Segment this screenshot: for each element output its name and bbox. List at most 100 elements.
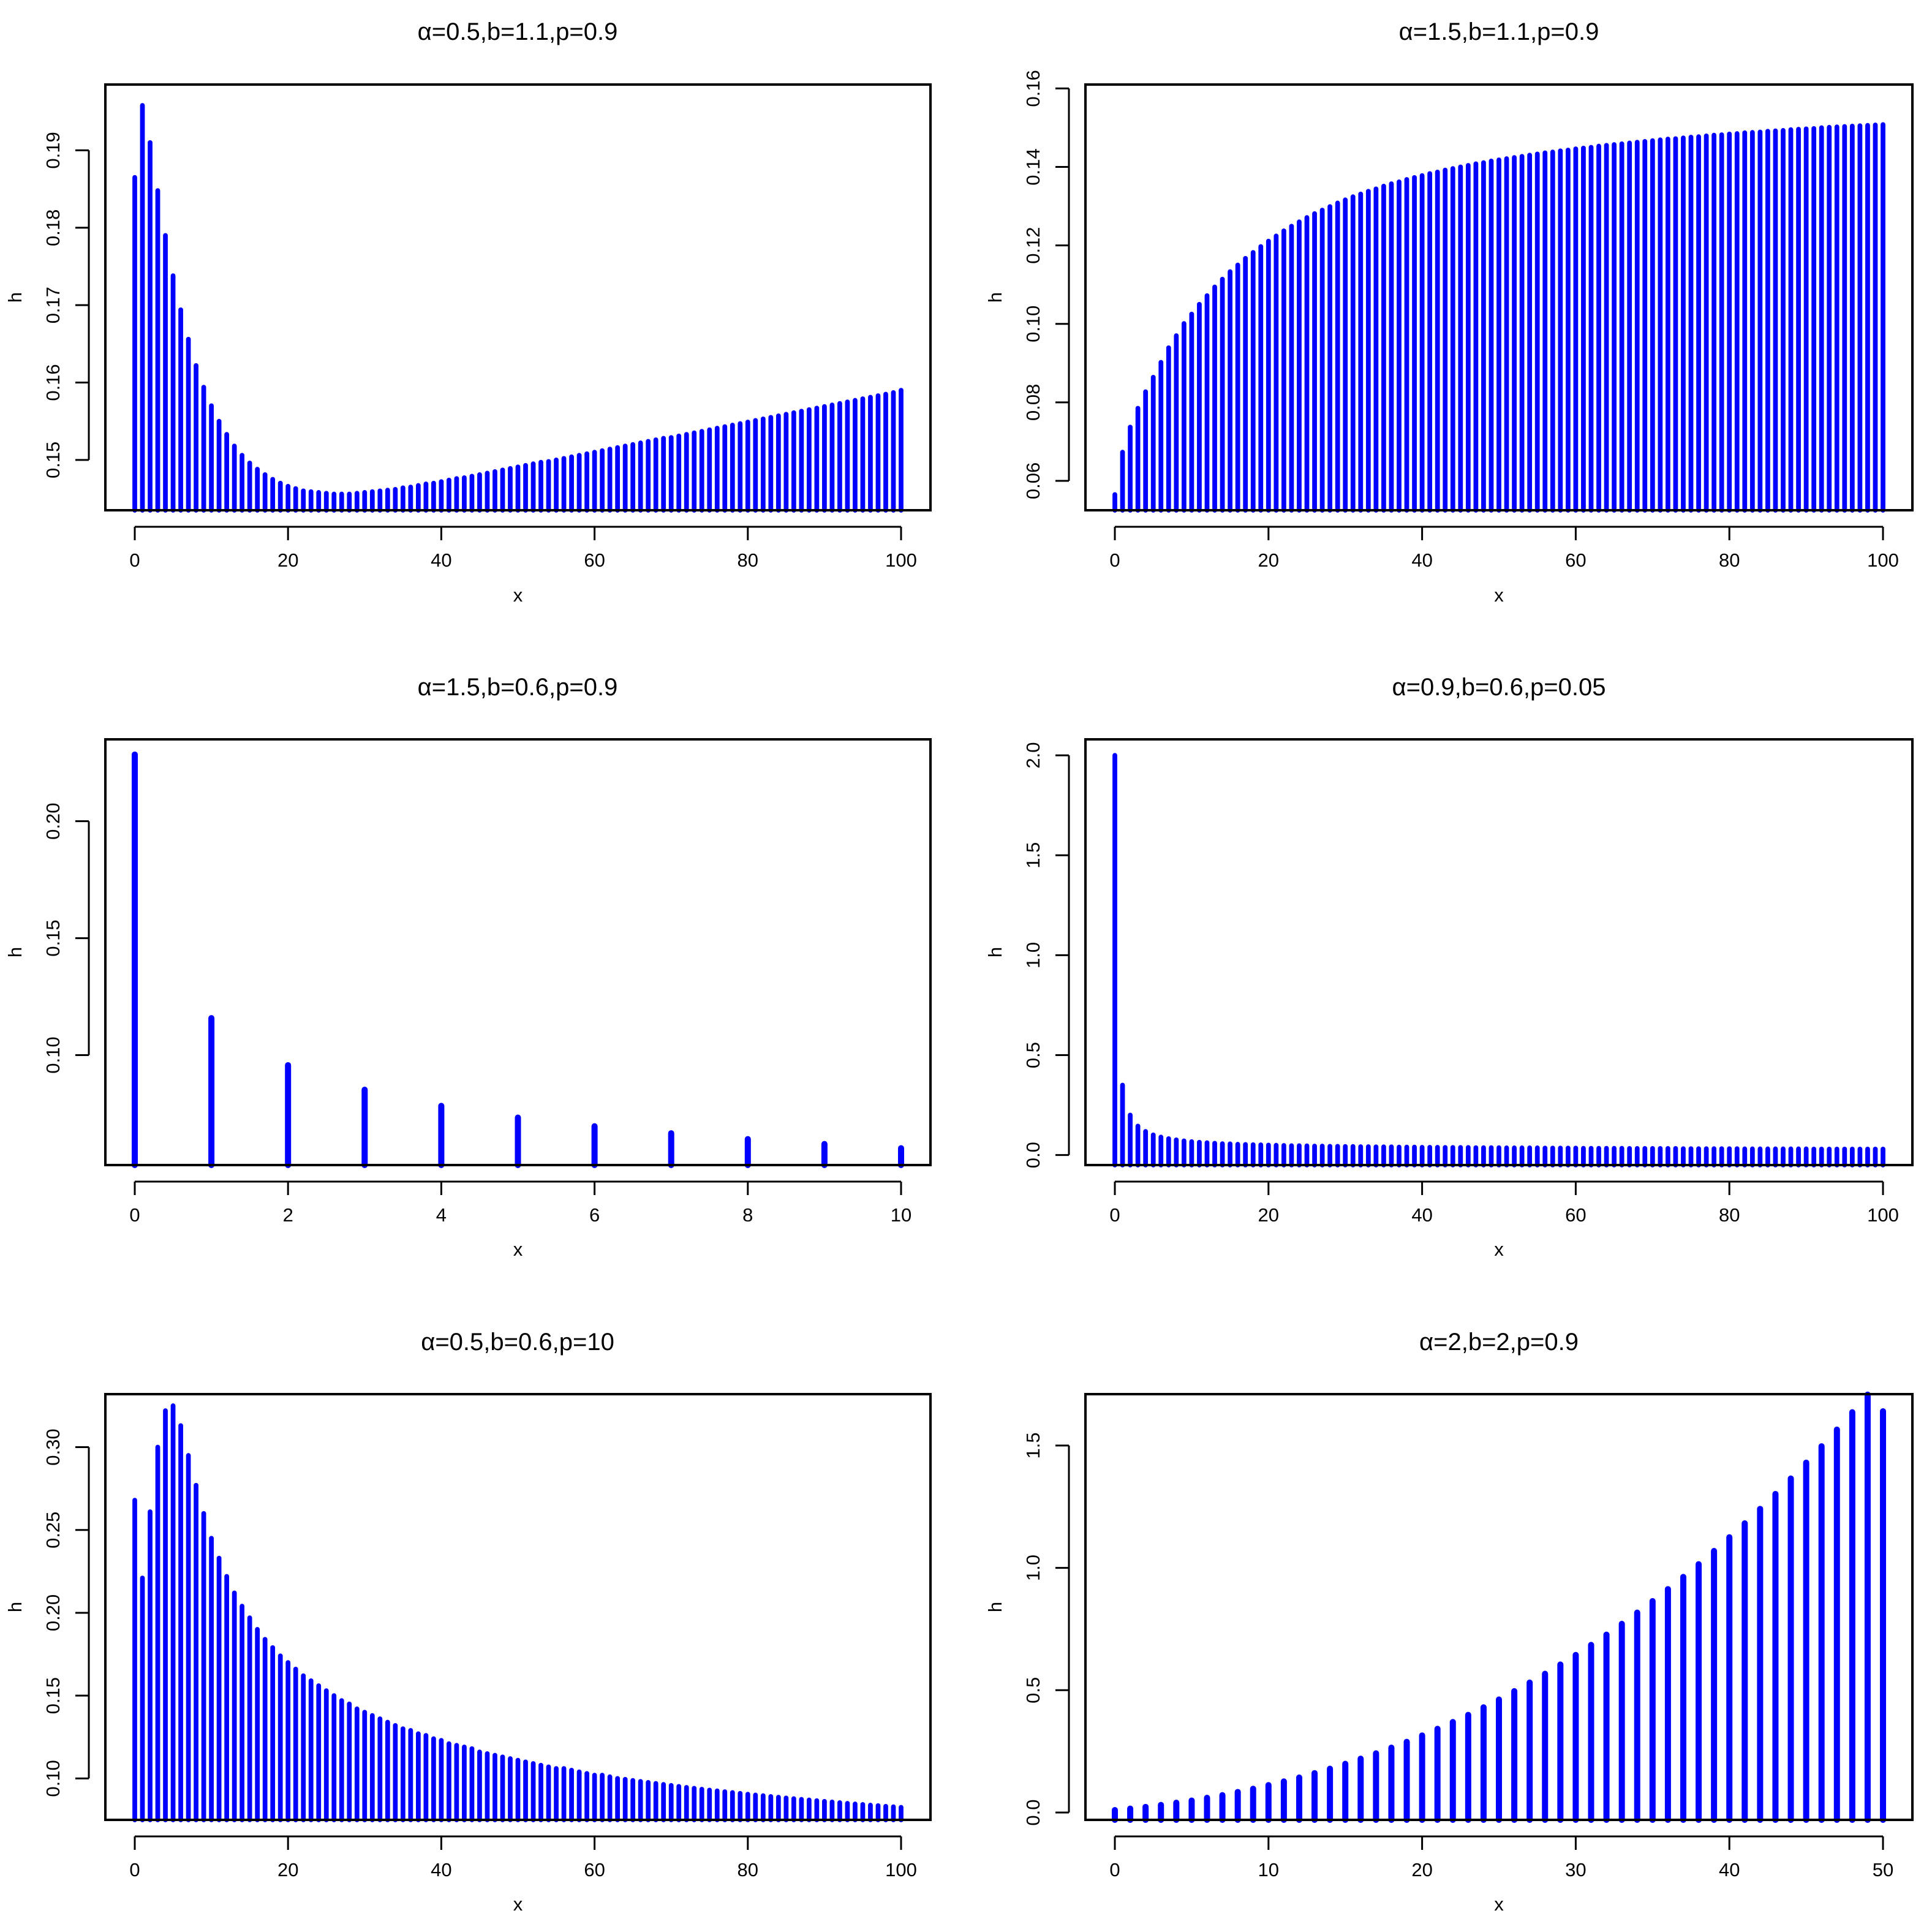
x-tick-label: 0	[129, 549, 140, 571]
y-tick-label: 0.30	[42, 1428, 64, 1465]
y-tick-label: 0.06	[1022, 462, 1044, 499]
chart-title: α=0.5,b=0.6,p=10	[421, 1329, 614, 1356]
y-tick-label: 0.12	[1022, 227, 1044, 263]
y-tick-label: 0.16	[1022, 70, 1044, 107]
x-tick-label: 80	[738, 1859, 758, 1881]
x-tick-label: 10	[1258, 1859, 1279, 1881]
x-tick-label: 100	[1867, 1204, 1899, 1226]
x-tick-label: 0	[1109, 549, 1120, 571]
y-tick-label: 0.16	[42, 364, 64, 401]
x-tick-label: 80	[1719, 549, 1740, 571]
x-tick-label: 20	[277, 549, 298, 571]
x-tick-label: 80	[738, 549, 758, 571]
y-axis-label: h	[4, 1602, 26, 1612]
y-tick-label: 0.08	[1022, 384, 1044, 421]
y-tick-label: 0.0	[1022, 1799, 1044, 1825]
x-axis-label: x	[513, 584, 523, 606]
chart-panel-2: α=1.5,b=1.1,p=0.9 0 20 40 60 80 100 0.06 0.08 0.1…	[984, 18, 1914, 606]
y-tick-label: 0.18	[42, 209, 64, 246]
x-tick-label: 60	[1565, 549, 1586, 571]
y-tick-label: 0.19	[42, 132, 64, 168]
x-tick-label: 6	[589, 1204, 600, 1226]
y-tick-label: 0.15	[42, 442, 64, 478]
y-axis-label: h	[4, 947, 26, 957]
y-axis-label: h	[4, 292, 26, 303]
chart-panel-3: α=1.5,b=0.6,p=0.9 0 2 4 6 8 10 0.10 0.15 0.20 x h	[4, 674, 932, 1260]
bar-series	[132, 103, 904, 513]
x-tick-label: 40	[431, 1859, 451, 1881]
y-tick-label: 2.0	[1022, 742, 1044, 769]
y-tick-label: 0.25	[42, 1512, 64, 1549]
x-tick-label: 20	[1258, 549, 1279, 571]
x-tick-label: 40	[1411, 549, 1432, 571]
plot-frame	[1084, 738, 1914, 1166]
x-tick-label: 40	[1411, 1204, 1432, 1226]
y-tick-label: 0.10	[42, 1760, 64, 1797]
x-tick-label: 4	[436, 1204, 447, 1226]
x-tick-label: 0	[1109, 1204, 1120, 1226]
bar-series	[132, 751, 904, 1168]
y-tick-label: 1.5	[1022, 1432, 1044, 1458]
plot-frame	[104, 1393, 932, 1821]
x-tick-label: 30	[1565, 1859, 1586, 1881]
x-tick-label: 100	[885, 1859, 917, 1881]
x-tick-label: 0	[129, 1204, 140, 1226]
y-axis-label: h	[984, 947, 1006, 957]
x-axis-label: x	[513, 1893, 523, 1915]
x-tick-label: 20	[1258, 1204, 1279, 1226]
plot-frame	[1084, 83, 1914, 511]
chart-title: α=1.5,b=1.1,p=0.9	[1399, 18, 1599, 45]
chart-title: α=1.5,b=0.6,p=0.9	[418, 674, 618, 701]
x-tick-label: 40	[431, 549, 451, 571]
x-tick-label: 10	[891, 1204, 911, 1226]
x-axis-label: x	[1494, 1893, 1504, 1915]
y-tick-label: 1.0	[1022, 1555, 1044, 1581]
y-tick-label: 0.10	[42, 1036, 64, 1073]
x-tick-label: 50	[1873, 1859, 1893, 1881]
chart-panel-6: α=2,b=2,p=0.9 0 10 20 30 40 50 0.0 0.5 1.0 1.5 x h	[984, 1329, 1914, 1915]
y-tick-label: 0.5	[1022, 1677, 1044, 1703]
y-tick-label: 0.10	[1022, 306, 1044, 342]
x-tick-label: 60	[1565, 1204, 1586, 1226]
chart-title: α=2,b=2,p=0.9	[1419, 1329, 1579, 1356]
chart-panel-4: α=0.9,b=0.6,p=0.05 0 20 40 60 80 100 0.0 0.5 1.0 1…	[984, 674, 1914, 1260]
plot-frame	[1084, 1393, 1914, 1821]
x-axis-label: x	[513, 1239, 523, 1260]
x-tick-label: 60	[584, 1859, 605, 1881]
y-tick-label: 0.20	[42, 1594, 64, 1631]
bar-series	[1112, 122, 1885, 513]
x-tick-label: 100	[885, 549, 917, 571]
y-tick-label: 0.15	[42, 1677, 64, 1714]
x-tick-label: 80	[1719, 1204, 1740, 1226]
chart-panel-1: α=0.5,b=1.1,p=0.9 0 20 40 60 80 100 0.15 0.16 0.1…	[4, 18, 932, 606]
x-tick-label: 8	[742, 1204, 753, 1226]
y-tick-label: 0.17	[42, 287, 64, 323]
x-tick-label: 60	[584, 549, 605, 571]
y-tick-label: 1.0	[1022, 942, 1044, 968]
chart-panel-5: α=0.5,b=0.6,p=10 0 20 40 60 80 100 0.10 0.15 0.20…	[4, 1329, 932, 1915]
x-axis-label: x	[1494, 1239, 1504, 1260]
x-tick-label: 40	[1719, 1859, 1740, 1881]
x-tick-label: 20	[277, 1859, 298, 1881]
y-axis-label: h	[984, 1602, 1006, 1612]
y-tick-label: 0.0	[1022, 1142, 1044, 1168]
chart-title: α=0.9,b=0.6,p=0.05	[1392, 674, 1606, 701]
y-tick-label: 0.15	[42, 919, 64, 956]
y-tick-label: 1.5	[1022, 842, 1044, 869]
x-axis-label: x	[1494, 584, 1504, 606]
bar-series	[1112, 1391, 1886, 1823]
y-axis-label: h	[984, 292, 1006, 303]
x-tick-label: 0	[129, 1859, 140, 1881]
y-tick-label: 0.5	[1022, 1042, 1044, 1068]
x-tick-label: 0	[1109, 1859, 1120, 1881]
chart-title: α=0.5,b=1.1,p=0.9	[418, 18, 618, 45]
y-tick-label: 0.20	[42, 802, 64, 839]
x-tick-label: 2	[283, 1204, 293, 1226]
plot-frame	[104, 738, 932, 1166]
x-tick-label: 100	[1867, 549, 1899, 571]
y-tick-label: 0.14	[1022, 148, 1044, 185]
bar-series	[132, 1403, 904, 1822]
x-tick-label: 20	[1411, 1859, 1432, 1881]
bar-series	[1112, 753, 1885, 1168]
